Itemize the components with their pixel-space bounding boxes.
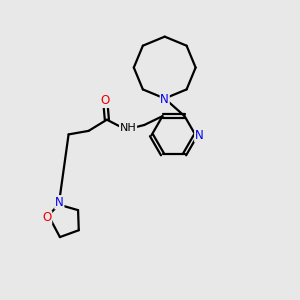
Text: O: O bbox=[42, 211, 52, 224]
Text: N: N bbox=[195, 129, 203, 142]
Text: NH: NH bbox=[120, 123, 136, 133]
Text: O: O bbox=[101, 94, 110, 107]
Text: N: N bbox=[55, 196, 64, 209]
Text: N: N bbox=[160, 93, 169, 106]
